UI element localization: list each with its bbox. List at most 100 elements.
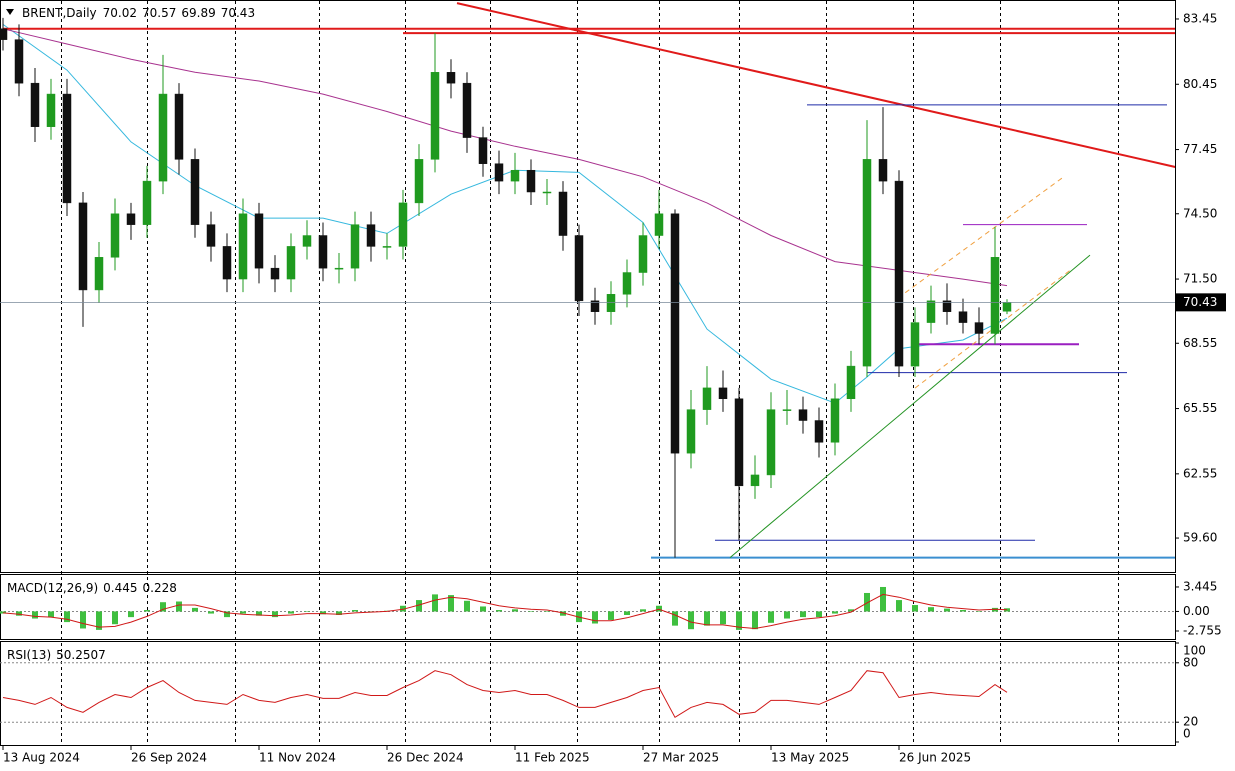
- rsi-title: RSI(13): [7, 648, 51, 662]
- candle-body: [542, 191, 552, 194]
- macd-bar: [32, 611, 38, 619]
- macd-bar: [768, 611, 774, 623]
- candle-body: [174, 93, 184, 160]
- macd-bar: [432, 594, 438, 612]
- macd-tick-label: -2.755: [1183, 624, 1222, 638]
- candle-body: [222, 246, 232, 280]
- candle-body: [254, 213, 264, 269]
- y-tick-label: 83.45: [1183, 11, 1217, 25]
- candle-body: [366, 224, 376, 247]
- macd-bar: [352, 610, 358, 612]
- open-value: 70.02: [103, 6, 137, 20]
- macd-bar: [640, 609, 646, 612]
- macd-bar: [192, 607, 198, 612]
- macd-bar: [752, 611, 758, 630]
- macd-bar: [688, 611, 694, 630]
- candle-body: [942, 300, 952, 312]
- x-tick-label: 26 Dec 2024: [387, 751, 464, 765]
- macd-bar: [416, 600, 422, 612]
- price-plot: [0, 2, 1175, 559]
- macd-bar: [224, 611, 230, 618]
- macd-bar: [720, 611, 726, 625]
- macd-bar: [704, 611, 710, 626]
- candle-body: [446, 72, 456, 84]
- rsi-value: 50.2507: [56, 648, 106, 662]
- candle-body: [46, 93, 56, 127]
- main-panel: [0, 0, 1176, 573]
- candle-body: [110, 213, 120, 258]
- candle-body: [558, 191, 568, 236]
- macd-bar: [800, 611, 806, 618]
- candle-body: [766, 409, 776, 476]
- rsi-tick-label: 100: [1183, 644, 1206, 658]
- macd-bar: [608, 611, 614, 620]
- macd-bar: [144, 610, 150, 612]
- candle-body: [734, 398, 744, 487]
- macd-plot: [0, 586, 1175, 630]
- macd-bar: [112, 611, 118, 625]
- macd-tick-label: 0.00: [1183, 604, 1210, 618]
- candle-body: [1002, 302, 1012, 312]
- macd-bar: [784, 611, 790, 619]
- candle-body: [78, 202, 88, 291]
- macd-header: MACD(12,26,9) 0.445 0.228: [7, 581, 177, 595]
- candle-body: [702, 387, 712, 410]
- rsi-tick-label: 80: [1183, 655, 1198, 669]
- macd-bar: [896, 600, 902, 612]
- signal-value: 0.228: [143, 581, 177, 595]
- candle-body: [990, 257, 1000, 334]
- y-tick-label: 80.45: [1183, 77, 1217, 91]
- x-tick-label: 11 Nov 2024: [259, 751, 336, 765]
- candle-body: [686, 409, 696, 454]
- rsi-tick-label: 20: [1183, 715, 1198, 729]
- x-tick-label: 11 Feb 2025: [515, 751, 590, 765]
- candle-body: [622, 272, 632, 295]
- macd-bar: [80, 611, 86, 629]
- axes: 83.45 80.45 77.45 74.50 71.50 68.55 65.55 62.55…: [2, 11, 1226, 765]
- macd-tick-label: 3.445: [1183, 579, 1217, 593]
- symbol: BRENT,Daily: [22, 6, 97, 20]
- macd-bar: [256, 611, 262, 616]
- candle-body: [126, 213, 136, 225]
- macd-bar: [864, 592, 870, 612]
- macd-bar: [512, 609, 518, 612]
- candle-body: [606, 294, 616, 312]
- macd-panel: [0, 574, 1176, 640]
- candle-body: [430, 72, 440, 160]
- candle-body: [830, 398, 840, 443]
- moving-average: [2, 23, 1008, 404]
- rsi-line: [2, 670, 1008, 719]
- macd-bar: [912, 605, 918, 612]
- macd-bar: [944, 608, 950, 612]
- candle-body: [654, 213, 664, 236]
- macd-bar: [96, 611, 102, 630]
- trend-line: [729, 254, 1091, 558]
- macd-bar: [736, 611, 742, 630]
- macd-bar: [400, 605, 406, 612]
- macd-bar: [592, 611, 598, 624]
- menu-arrow[interactable]: [6, 9, 14, 15]
- low-value: 69.89: [181, 6, 215, 20]
- rsi-plot: [0, 662, 1175, 723]
- candle-body: [94, 257, 104, 291]
- macd-bar: [816, 611, 822, 618]
- candle-body: [334, 267, 344, 270]
- macd-bar: [448, 595, 454, 612]
- macd-bar: [832, 611, 838, 614]
- trend-line: [914, 270, 1071, 389]
- price-label-box: [1176, 293, 1226, 312]
- macd-bar: [16, 611, 22, 616]
- macd-bar: [240, 611, 246, 614]
- candle-body: [62, 93, 72, 204]
- candle-body: [206, 224, 216, 247]
- candle-body: [798, 409, 808, 421]
- candle-body: [190, 159, 200, 225]
- candle-body: [814, 420, 824, 443]
- candle-body: [974, 322, 984, 334]
- y-tick-label: 68.55: [1183, 336, 1217, 350]
- macd-bar: [544, 611, 550, 612]
- macd-bar: [976, 611, 982, 612]
- candle-body: [238, 213, 248, 280]
- macd-bar: [624, 611, 630, 615]
- x-tick-label: 13 May 2025: [771, 751, 849, 765]
